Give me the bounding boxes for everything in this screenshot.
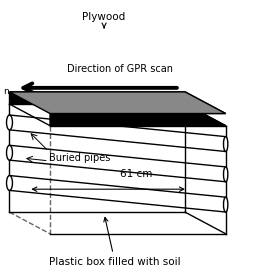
Ellipse shape [224,136,228,152]
Text: 61 cm: 61 cm [120,169,153,179]
Ellipse shape [7,145,13,160]
Text: n: n [3,87,8,96]
Text: Buried pipes: Buried pipes [49,153,110,163]
Polygon shape [10,92,226,114]
Polygon shape [10,92,226,126]
Ellipse shape [224,167,228,182]
Text: Plywood: Plywood [82,12,126,28]
Text: Plastic box filled with soil: Plastic box filled with soil [49,217,181,267]
Ellipse shape [224,197,228,212]
Text: Direction of GPR scan: Direction of GPR scan [67,64,173,74]
Ellipse shape [7,176,13,190]
Ellipse shape [7,115,13,130]
